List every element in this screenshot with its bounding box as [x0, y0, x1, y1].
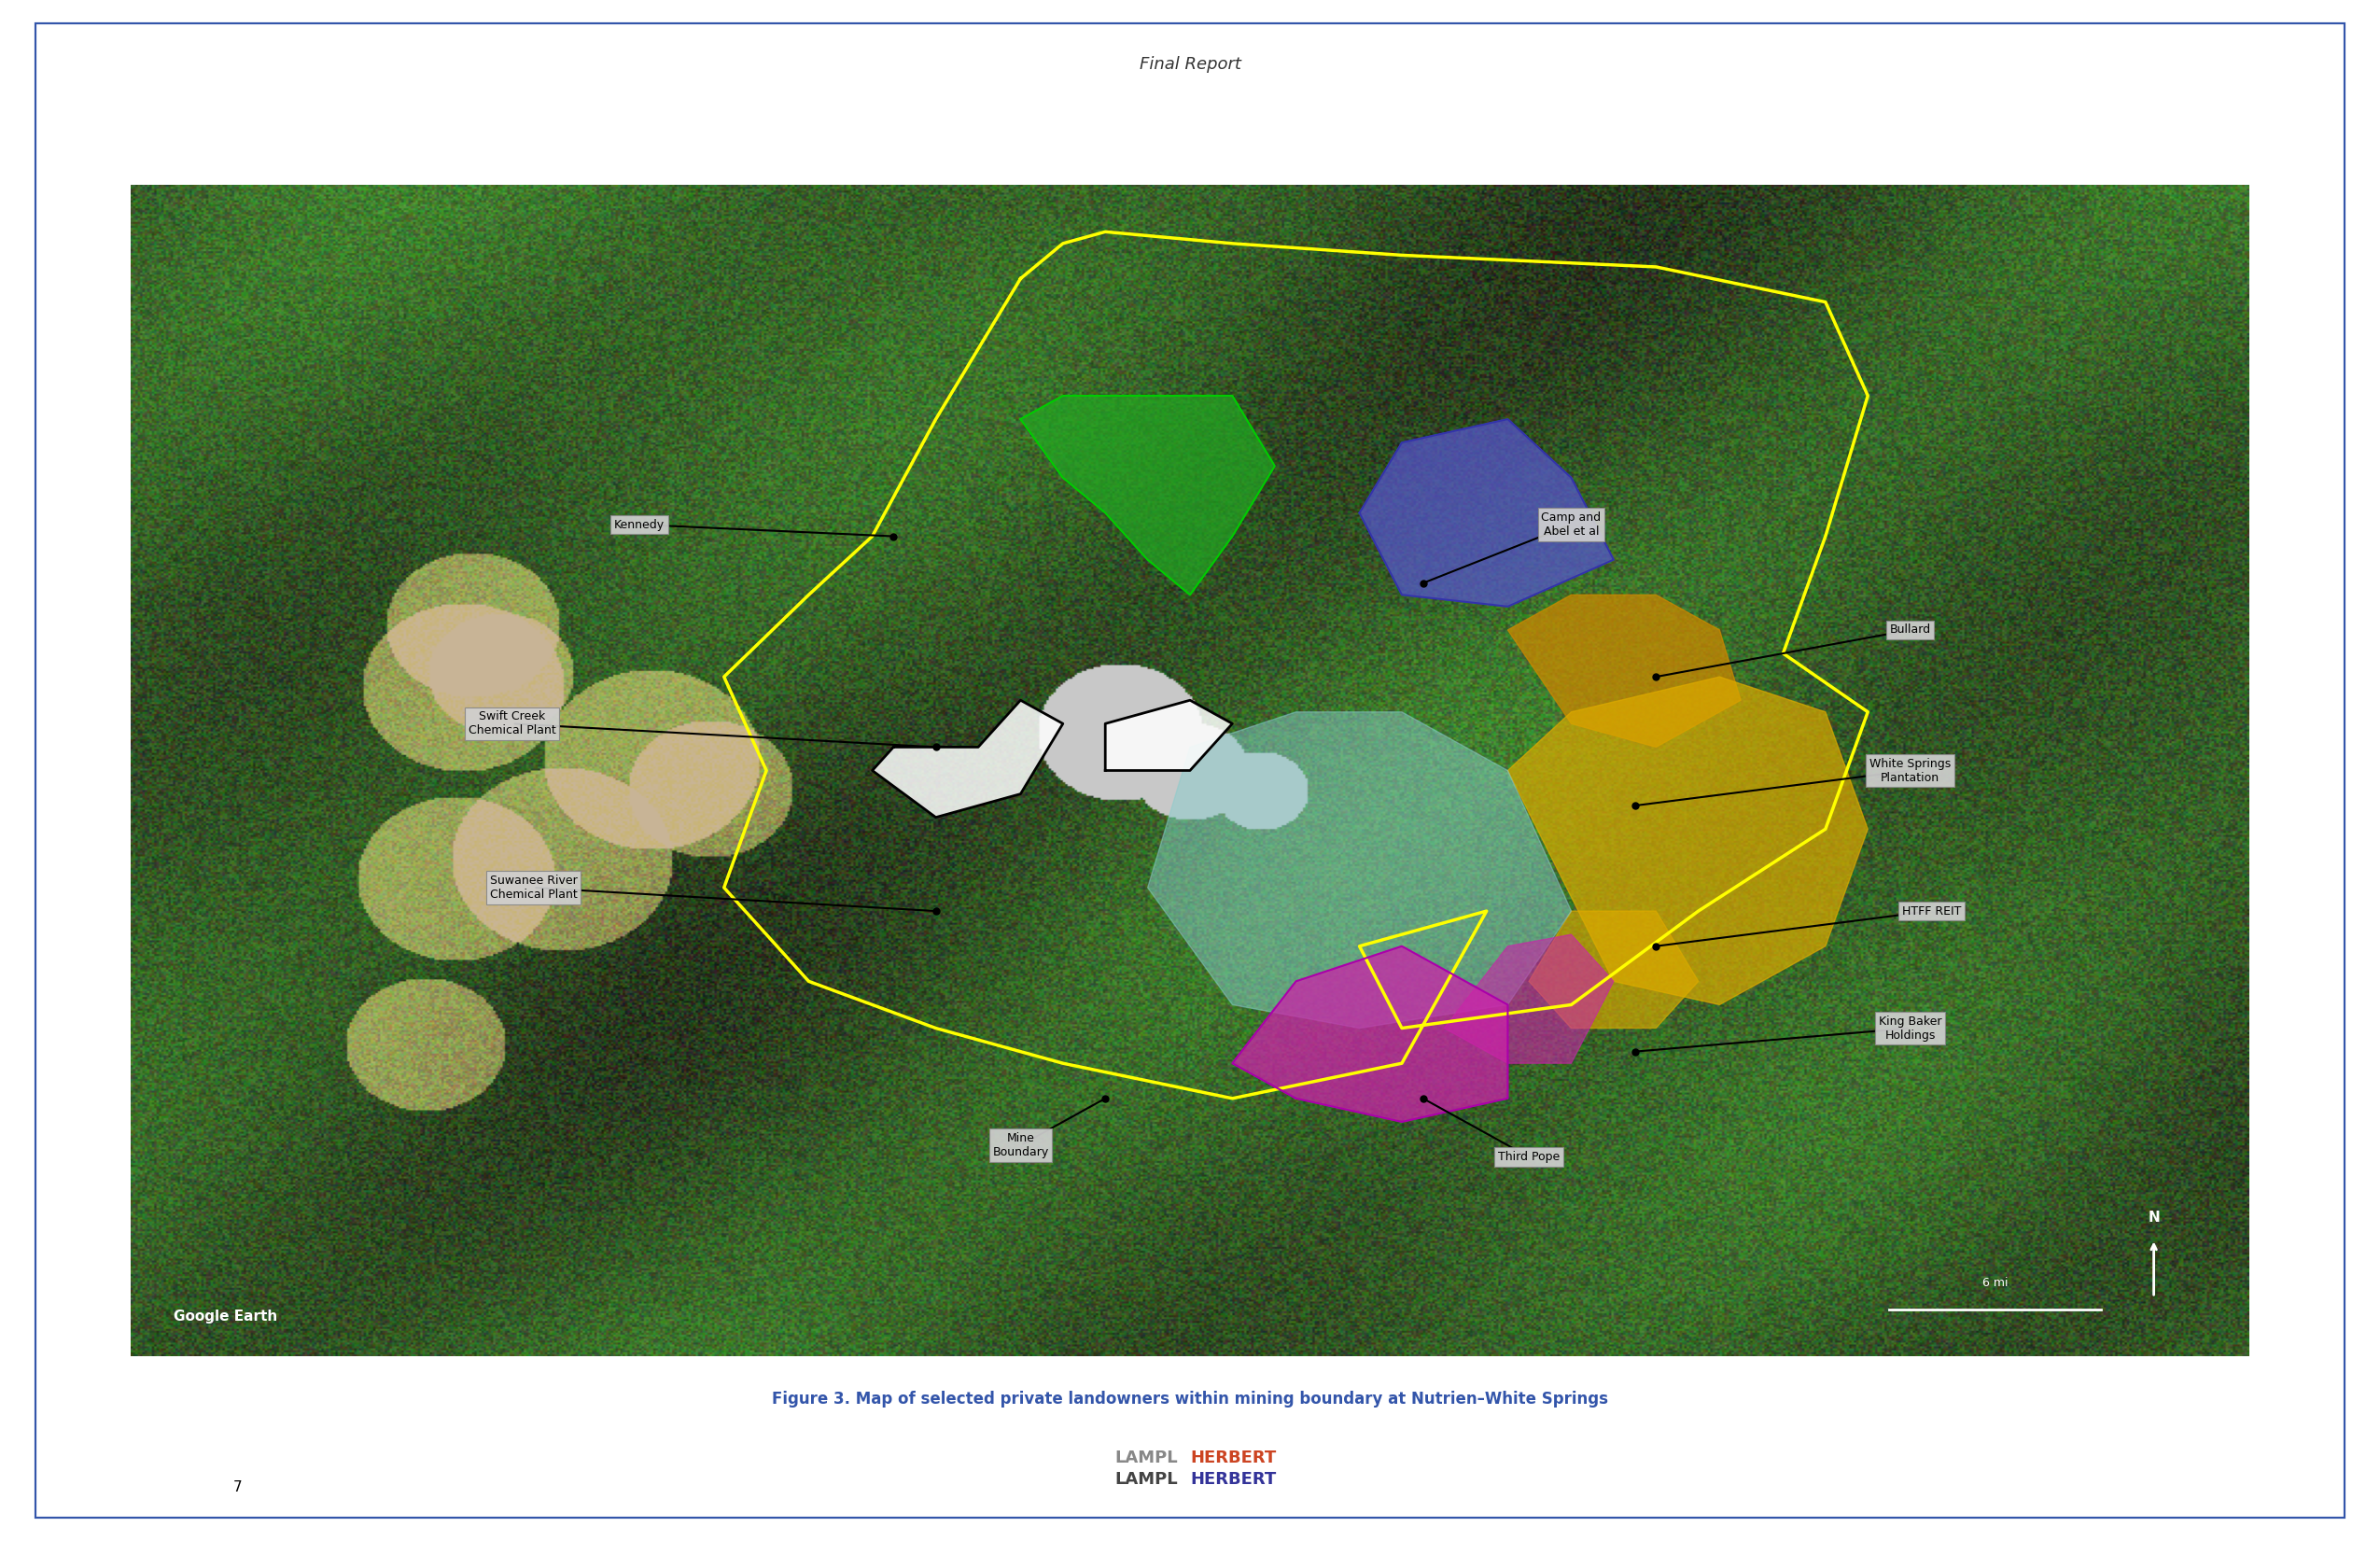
- Text: 7: 7: [233, 1479, 243, 1495]
- Polygon shape: [1147, 712, 1571, 1028]
- Text: Figure 3. Map of selected private landowners within mining boundary at Nutrien–W: Figure 3. Map of selected private landow…: [771, 1392, 1609, 1407]
- Polygon shape: [1509, 676, 1868, 1005]
- Text: Mine
Boundary: Mine Boundary: [992, 1133, 1050, 1159]
- Polygon shape: [1509, 595, 1740, 747]
- Polygon shape: [1528, 911, 1699, 1028]
- Text: 6 mi: 6 mi: [1983, 1276, 2009, 1288]
- Text: Third Pope: Third Pope: [1497, 1151, 1559, 1163]
- Text: HERBERT: HERBERT: [1190, 1472, 1276, 1487]
- Text: LAMPL: LAMPL: [1114, 1450, 1178, 1465]
- Text: Google Earth: Google Earth: [174, 1310, 276, 1324]
- Polygon shape: [1359, 419, 1614, 607]
- Polygon shape: [1104, 700, 1233, 770]
- Polygon shape: [1233, 946, 1509, 1122]
- Text: HERBERT: HERBERT: [1190, 1450, 1276, 1465]
- Text: N: N: [2147, 1210, 2159, 1224]
- Text: LAMPL: LAMPL: [1114, 1472, 1178, 1487]
- Text: Bullard: Bullard: [1890, 624, 1930, 636]
- Text: White Springs
Plantation: White Springs Plantation: [1868, 758, 1952, 783]
- Polygon shape: [871, 700, 1064, 817]
- Text: Camp and
Abel et al: Camp and Abel et al: [1542, 512, 1602, 538]
- Text: Final Report: Final Report: [1140, 57, 1240, 72]
- Text: HTFF REIT: HTFF REIT: [1902, 905, 1961, 917]
- Polygon shape: [1021, 396, 1276, 595]
- Text: Swift Creek
Chemical Plant: Swift Creek Chemical Plant: [469, 710, 557, 737]
- Text: King Baker
Holdings: King Baker Holdings: [1878, 1016, 1942, 1042]
- Text: Suwanee River
Chemical Plant: Suwanee River Chemical Plant: [490, 875, 576, 900]
- Polygon shape: [1445, 934, 1614, 1063]
- Text: Kennedy: Kennedy: [614, 518, 664, 530]
